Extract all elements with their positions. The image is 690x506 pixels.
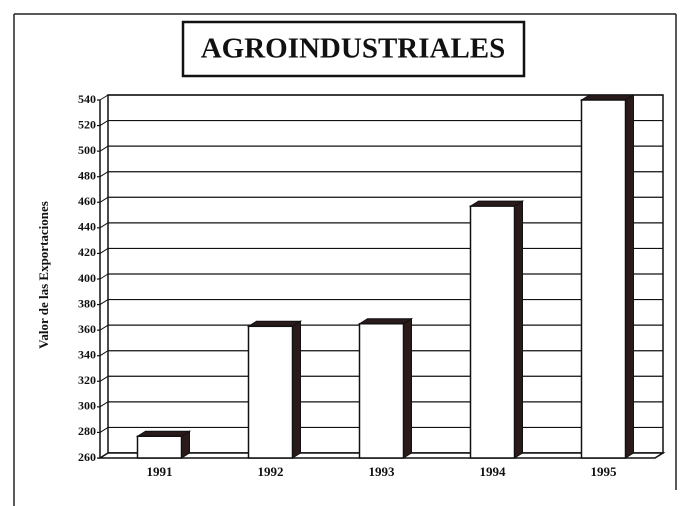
y-tick-label: 260 <box>78 450 96 464</box>
bar <box>136 435 183 459</box>
y-axis-label: Valor de las Exportaciones <box>36 201 51 349</box>
wall-edge <box>99 375 109 382</box>
x-tick-label: 1995 <box>591 464 618 479</box>
bar-side <box>514 200 523 459</box>
x-tick-label: 1992 <box>258 464 284 479</box>
wall-edge <box>99 350 109 357</box>
y-tick-label: 340 <box>78 347 96 361</box>
title-box <box>181 20 526 78</box>
y-tick-label: 480 <box>78 168 96 182</box>
wall-edge <box>99 145 109 152</box>
y-tick-label: 440 <box>78 220 96 234</box>
bar-top <box>246 320 303 327</box>
y-tick-label: 540 <box>78 92 96 106</box>
wall-edge <box>99 222 109 229</box>
x-tick-label: 1991 <box>147 464 173 479</box>
bar <box>247 325 294 459</box>
wall-edge <box>99 120 109 126</box>
bar-side <box>292 320 301 459</box>
y-tick-label: 460 <box>78 194 96 208</box>
x-tick-label: 1993 <box>369 464 396 479</box>
wall-edge <box>99 299 109 305</box>
bar-side <box>403 317 412 459</box>
bar-top <box>135 430 192 437</box>
y-tick-label: 420 <box>78 245 96 259</box>
bar <box>580 99 627 459</box>
chart-title: AGROINDUSTRIALES <box>201 33 506 65</box>
y-tick-label: 360 <box>78 322 96 336</box>
wall-edge <box>99 248 109 254</box>
x-tick-label: 1994 <box>480 464 507 479</box>
y-tick-label: 320 <box>78 373 96 387</box>
bar <box>469 205 516 459</box>
y-tick-label: 380 <box>78 296 96 310</box>
wall-edge <box>99 427 109 433</box>
bar-top <box>468 200 525 207</box>
y-tick-label: 280 <box>78 424 96 438</box>
y-tick-label: 520 <box>78 117 96 131</box>
bar <box>358 323 405 459</box>
y-tick-label: 500 <box>78 143 96 157</box>
wall-edge <box>99 401 109 408</box>
bar-side <box>625 94 634 459</box>
wall-edge <box>99 324 109 331</box>
wall-edge <box>99 171 109 178</box>
y-tick-label: 300 <box>78 399 96 413</box>
wall-edge <box>99 94 109 101</box>
wall-edge <box>99 273 109 280</box>
y-tick-label: 400 <box>78 271 96 285</box>
wall-edge <box>99 196 109 203</box>
